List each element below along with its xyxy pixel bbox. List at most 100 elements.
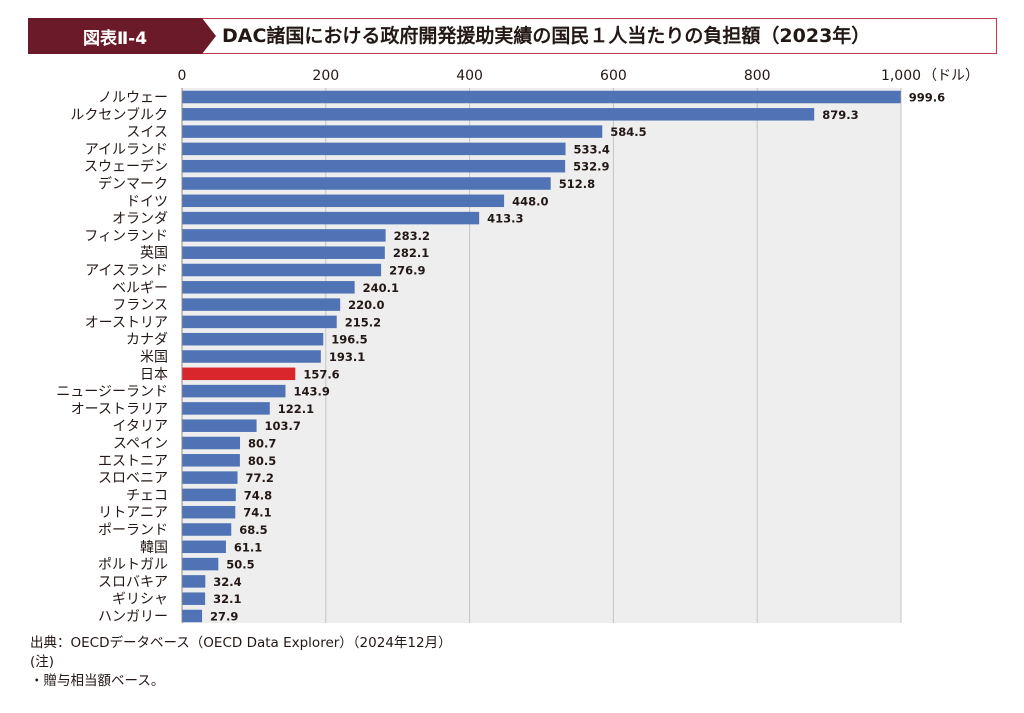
bar [182, 384, 286, 398]
data-label: 532.9 [573, 160, 609, 174]
data-label: 61.1 [234, 540, 262, 554]
data-label: 103.7 [265, 419, 301, 433]
bar [182, 263, 382, 277]
category-label: オランダ [112, 211, 168, 227]
bar [182, 350, 321, 363]
data-label: 68.5 [239, 523, 267, 537]
category-label: ルクセンブルク [70, 106, 168, 123]
data-label: 533.4 [574, 142, 610, 156]
data-label: 879.3 [822, 108, 858, 122]
data-label: 999.6 [909, 91, 945, 105]
data-label: 512.8 [559, 177, 595, 191]
data-label: 50.5 [226, 558, 254, 572]
bar [182, 90, 901, 104]
data-label: 80.5 [248, 454, 276, 468]
bar [182, 436, 241, 450]
category-label: アイルランド [85, 142, 168, 158]
x-tick-label: 200 [312, 68, 339, 84]
data-label: 220.0 [348, 298, 384, 312]
bar [182, 281, 355, 294]
category-label: スロバキア [98, 574, 168, 590]
category-label: ギリシャ [112, 592, 168, 608]
category-label: 米国 [140, 350, 168, 366]
category-label: アイスランド [85, 263, 168, 279]
category-label: スウェーデン [84, 158, 168, 175]
category-label: ドイツ [126, 194, 168, 210]
x-tick-label: 0 [178, 68, 187, 84]
data-label: 74.8 [244, 488, 272, 502]
source-note: 出典：OECDデータベース（OECD Data Explorer）（2024年1… [30, 635, 452, 651]
figure-header: 図表Ⅱ-4 DAC諸国における政府開発援助実績の国民１人当たりの負担額（2023… [28, 18, 998, 54]
data-label: 32.1 [213, 592, 241, 606]
category-label: イタリア [113, 419, 168, 435]
data-label: 283.2 [394, 229, 430, 243]
note-heading: (注) [30, 654, 55, 670]
bar [182, 229, 386, 242]
data-label: 32.4 [213, 575, 241, 589]
data-label: 143.9 [293, 385, 329, 399]
category-label: 韓国 [140, 540, 168, 556]
bar [182, 575, 206, 588]
data-label: 193.1 [329, 350, 365, 364]
bar [182, 505, 236, 519]
bar [182, 159, 566, 173]
category-label: チェコ [126, 488, 168, 504]
figure-label: 図表Ⅱ-4 [28, 18, 202, 54]
bar [182, 592, 206, 605]
bar [182, 332, 324, 346]
bar [182, 315, 337, 329]
note-text: ・贈与相当額ベース。 [30, 673, 165, 689]
category-label: フィンランド [84, 228, 168, 244]
bar [182, 298, 341, 311]
bar [182, 142, 566, 156]
data-label: 196.5 [331, 333, 367, 347]
data-label: 215.2 [345, 315, 381, 329]
category-label: リトアニア [98, 505, 168, 521]
data-label: 157.6 [303, 367, 339, 381]
data-label: 276.9 [389, 264, 425, 278]
bar-highlight [182, 367, 296, 381]
category-label: スペイン [113, 436, 168, 452]
bar [182, 419, 257, 432]
category-label: カナダ [126, 332, 168, 348]
data-label: 448.0 [512, 194, 548, 208]
data-label: 584.5 [610, 125, 646, 139]
category-label: ポルトガル [98, 557, 168, 573]
bar [182, 488, 236, 502]
chart-title: DAC諸国における政府開発援助実績の国民１人当たりの負担額（2023年） [222, 25, 871, 47]
bar [182, 211, 480, 225]
bar [182, 125, 603, 138]
bar [182, 108, 815, 121]
x-tick-label: 800 [744, 68, 771, 84]
x-tick-label: 400 [456, 68, 483, 84]
bar [182, 402, 270, 415]
x-tick-label: 600 [600, 68, 627, 84]
bar [182, 454, 240, 467]
footer: 出典：OECDデータベース（OECD Data Explorer）（2024年1… [30, 634, 452, 691]
category-label: オーストラリア [71, 401, 168, 417]
category-label: ポーランド [98, 523, 168, 539]
bar [182, 471, 238, 484]
category-label: フランス [112, 298, 168, 314]
category-label: デンマーク [98, 176, 168, 193]
title-box [202, 18, 997, 54]
bar-chart: 0 200 400 600 800 1,000 （ドル） ノルウェー 999.6 ルクセンブルク 8… [56, 68, 979, 625]
category-label: 英国 [140, 245, 168, 262]
bar [182, 523, 232, 536]
category-label: 日本 [140, 367, 168, 383]
category-label: エストニア [98, 453, 168, 469]
bar [182, 540, 226, 554]
bar [182, 609, 203, 623]
data-label: 282.1 [393, 246, 429, 260]
data-label: 27.9 [210, 610, 238, 624]
data-label: 74.1 [243, 506, 271, 520]
bar [182, 557, 219, 571]
data-label: 77.2 [246, 471, 274, 485]
bar [182, 177, 551, 190]
bar [182, 246, 385, 259]
category-label: オーストリア [85, 315, 168, 331]
figure-label-arrow [202, 18, 216, 54]
category-label: ニュージーランド [56, 384, 168, 400]
category-label: ベルギー [112, 280, 168, 296]
category-label: スイス [126, 125, 168, 141]
